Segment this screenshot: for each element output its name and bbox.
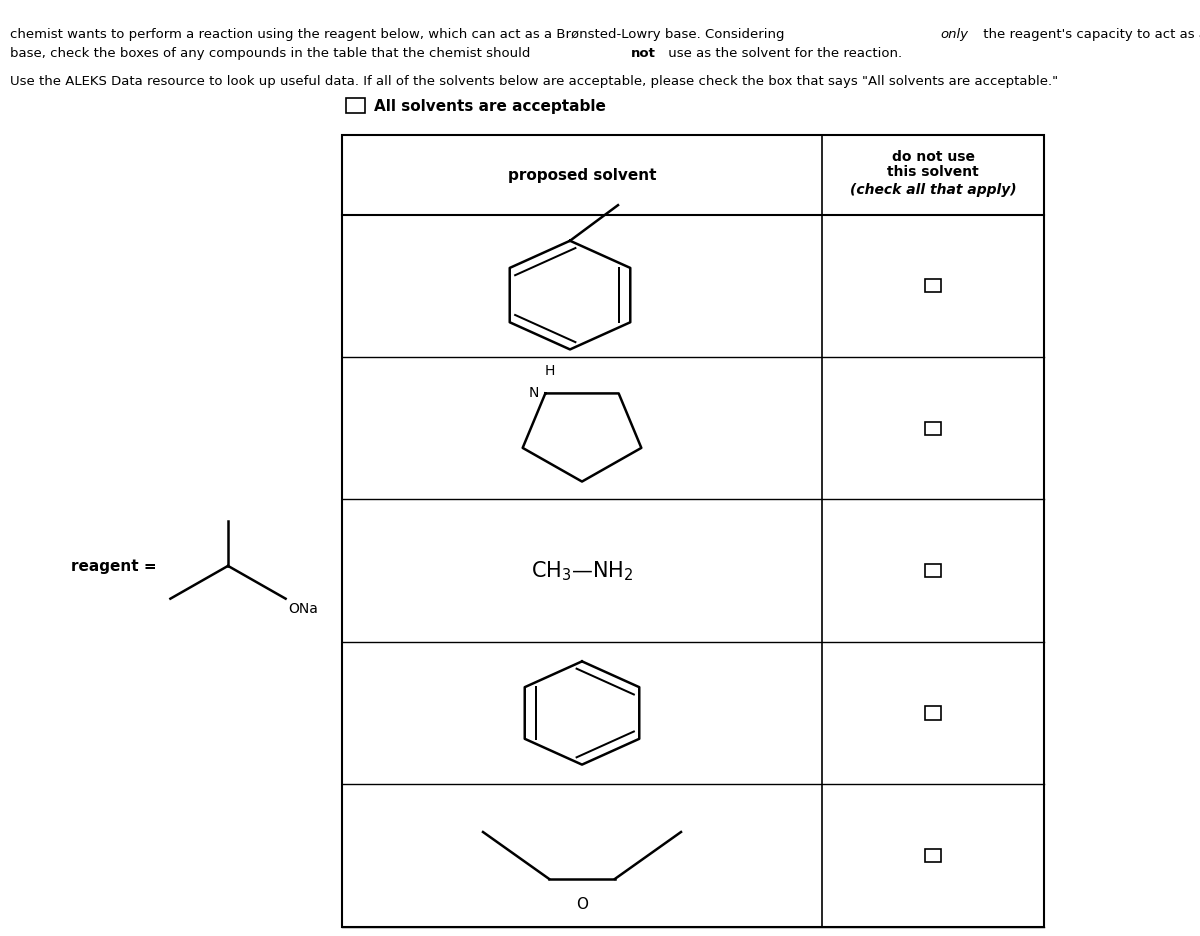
Text: ONa: ONa bbox=[288, 601, 318, 615]
Text: only: only bbox=[941, 28, 968, 41]
Bar bbox=[925, 280, 942, 293]
Text: use as the solvent for the reaction.: use as the solvent for the reaction. bbox=[664, 47, 901, 60]
Text: base, check the boxes of any compounds in the table that the chemist should: base, check the boxes of any compounds i… bbox=[10, 47, 534, 60]
Text: H: H bbox=[545, 363, 556, 377]
Text: the reagent's capacity to act as a: the reagent's capacity to act as a bbox=[979, 28, 1200, 41]
Text: O: O bbox=[576, 896, 588, 911]
Text: chemist wants to perform a reaction using the reagent below, which can act as a : chemist wants to perform a reaction usin… bbox=[10, 28, 788, 41]
Text: Use the ALEKS Data resource to look up useful data. If all of the solvents below: Use the ALEKS Data resource to look up u… bbox=[10, 75, 1057, 88]
Text: CH$_3$—NH$_2$: CH$_3$—NH$_2$ bbox=[532, 559, 632, 583]
Text: do not use: do not use bbox=[892, 150, 974, 164]
Text: proposed solvent: proposed solvent bbox=[508, 168, 656, 183]
Text: not: not bbox=[631, 47, 656, 60]
Bar bbox=[342, 136, 1044, 927]
Text: this solvent: this solvent bbox=[887, 165, 979, 179]
Text: All solvents are acceptable: All solvents are acceptable bbox=[374, 99, 606, 114]
Bar bbox=[925, 564, 942, 578]
Bar bbox=[925, 849, 942, 862]
Text: N: N bbox=[529, 385, 539, 399]
Bar bbox=[925, 422, 942, 435]
Text: reagent =: reagent = bbox=[71, 559, 157, 574]
Text: (check all that apply): (check all that apply) bbox=[850, 183, 1016, 197]
Bar bbox=[925, 707, 942, 720]
Bar bbox=[346, 99, 365, 114]
